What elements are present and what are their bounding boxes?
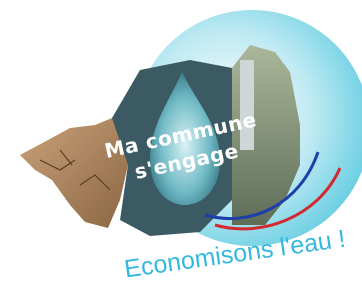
dry-earth — [20, 118, 130, 228]
faucet — [240, 60, 254, 150]
logo: Ma commune s'engage Economisons l'eau ! — [0, 0, 362, 287]
page: Ma commune s'engage Economisons l'eau ! … — [0, 0, 362, 287]
